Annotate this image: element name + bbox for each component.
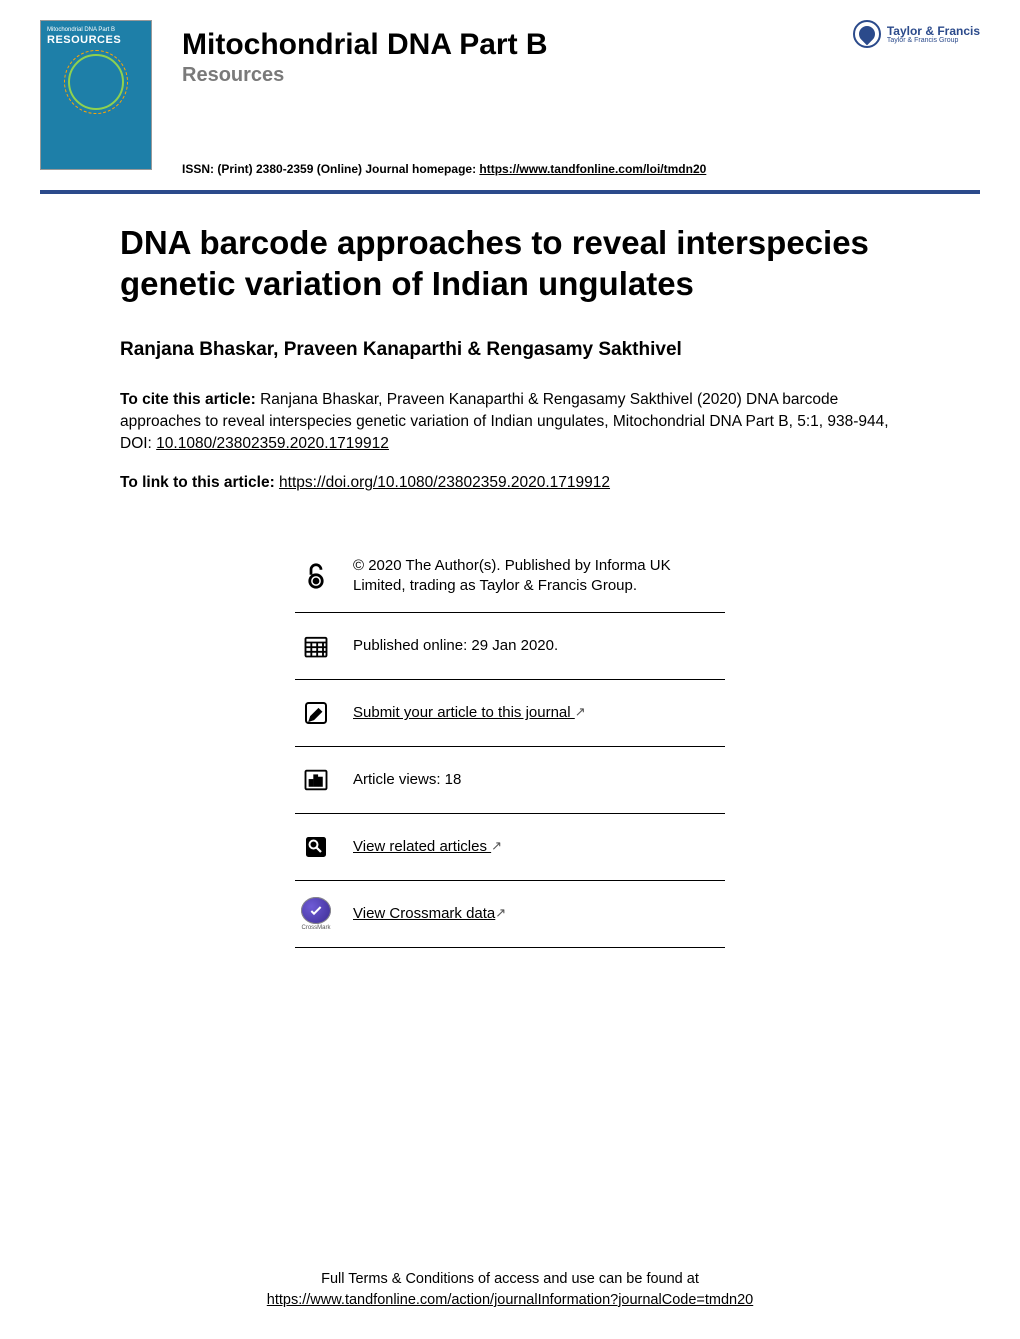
article-authors: Ranjana Bhaskar, Praveen Kanaparthi & Re…	[120, 339, 900, 361]
submit-text: Submit your article to this journal ↗	[353, 703, 586, 723]
submit-icon	[299, 696, 333, 730]
related-icon	[299, 830, 333, 864]
issn-homepage-line: ISSN: (Print) 2380-2359 (Online) Journal…	[182, 162, 1020, 190]
link-block: To link to this article: https://doi.org…	[120, 474, 900, 492]
open-access-icon	[299, 559, 333, 593]
related-text: View related articles ↗	[353, 837, 502, 857]
citation-block: To cite this article: Ranjana Bhaskar, P…	[120, 389, 900, 456]
footer-line1: Full Terms & Conditions of access and us…	[0, 1269, 1020, 1290]
article-body: DNA barcode approaches to reveal intersp…	[0, 194, 1020, 948]
publisher-name: Taylor & Francis	[887, 25, 980, 37]
meta-license: © 2020 The Author(s). Published by Infor…	[295, 540, 725, 613]
published-text: Published online: 29 Jan 2020.	[353, 636, 558, 656]
related-link[interactable]: View related articles	[353, 838, 491, 855]
publisher-tagline: Taylor & Francis Group	[887, 37, 980, 44]
views-icon	[299, 763, 333, 797]
taylor-francis-logo-icon	[853, 20, 881, 48]
crossmark-link[interactable]: View Crossmark data	[353, 905, 495, 922]
meta-published: Published online: 29 Jan 2020.	[295, 612, 725, 679]
article-doi-link[interactable]: https://doi.org/10.1080/23802359.2020.17…	[279, 474, 610, 491]
calendar-icon	[299, 629, 333, 663]
journal-heading: Mitochondrial DNA Part B Resources	[182, 20, 853, 87]
cover-resources-label: RESOURCES	[41, 34, 151, 46]
cite-doi-link[interactable]: 10.1080/23802359.2020.1719912	[156, 435, 389, 452]
journal-subtitle: Resources	[182, 64, 853, 87]
header: Mitochondrial DNA Part B RESOURCES Mitoc…	[0, 0, 1020, 170]
license-text: © 2020 The Author(s). Published by Infor…	[353, 556, 721, 597]
journal-homepage-link[interactable]: https://www.tandfonline.com/loi/tmdn20	[479, 162, 706, 176]
meta-views: Article views: 18	[295, 746, 725, 813]
crossmark-icon: CrossMark	[299, 897, 333, 931]
publisher-text: Taylor & Francis Taylor & Francis Group	[887, 25, 980, 44]
meta-related[interactable]: View related articles ↗	[295, 813, 725, 880]
issn-text: ISSN: (Print) 2380-2359 (Online) Journal…	[182, 162, 479, 176]
terms-link[interactable]: https://www.tandfonline.com/action/journ…	[267, 1292, 753, 1308]
views-text: Article views: 18	[353, 770, 461, 790]
cover-small-title: Mitochondrial DNA Part B	[41, 21, 151, 34]
crossmark-text: View Crossmark data↗	[353, 904, 506, 924]
article-meta-list: © 2020 The Author(s). Published by Infor…	[295, 540, 725, 949]
footer: Full Terms & Conditions of access and us…	[0, 1269, 1020, 1311]
meta-submit[interactable]: Submit your article to this journal ↗	[295, 679, 725, 746]
journal-cover-thumbnail[interactable]: Mitochondrial DNA Part B RESOURCES	[40, 20, 152, 170]
cite-lead: To cite this article:	[120, 391, 260, 408]
submit-link[interactable]: Submit your article to this journal	[353, 704, 575, 721]
link-lead: To link to this article:	[120, 474, 279, 491]
external-link-icon: ↗	[575, 704, 586, 719]
journal-title: Mitochondrial DNA Part B	[182, 28, 853, 62]
external-link-icon: ↗	[491, 838, 502, 853]
meta-crossmark[interactable]: CrossMark View Crossmark data↗	[295, 880, 725, 947]
article-title: DNA barcode approaches to reveal intersp…	[120, 222, 900, 305]
publisher-badge[interactable]: Taylor & Francis Taylor & Francis Group	[853, 20, 980, 48]
cover-graphic-icon	[68, 54, 124, 110]
external-link-icon: ↗	[495, 905, 506, 920]
